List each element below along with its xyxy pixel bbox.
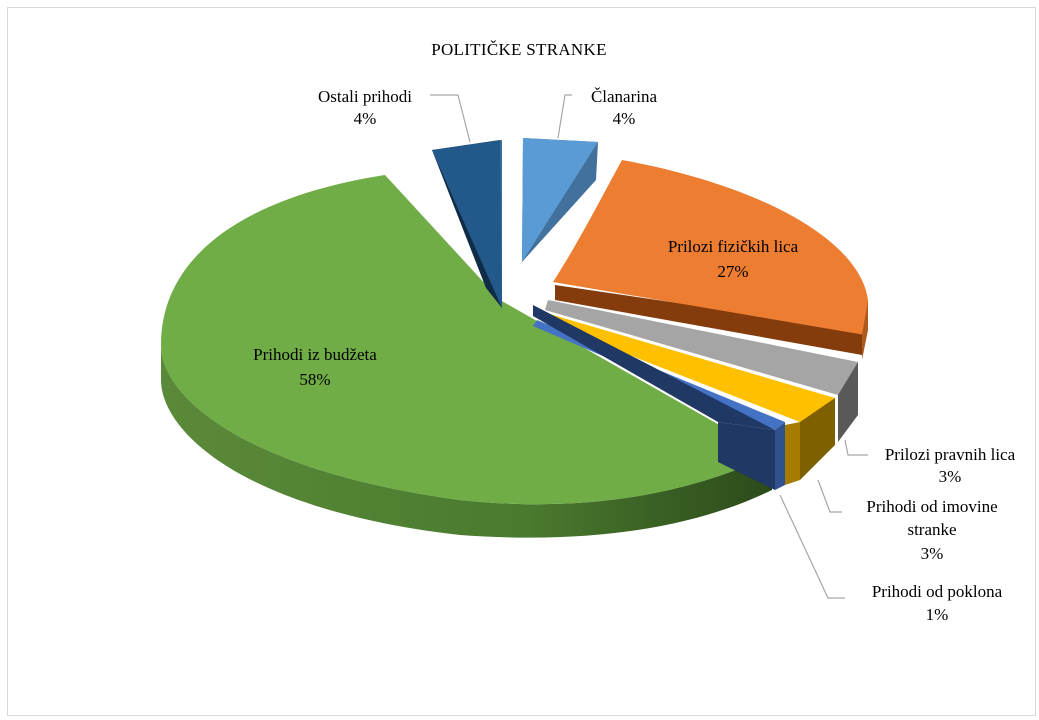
label-pravna-name: Prilozi pravnih lica	[885, 445, 1016, 464]
label-poklon: Prihodi od poklona 1%	[872, 582, 1003, 624]
label-poklon-name: Prihodi od poklona	[872, 582, 1003, 601]
label-budzet-value: 58%	[299, 370, 330, 389]
label-clanarina-value: 4%	[613, 109, 636, 128]
label-clanarina: Članarina 4%	[591, 87, 658, 128]
slice-prilozi-pravnih-lica	[545, 300, 858, 442]
label-imovina-value: 3%	[921, 544, 944, 563]
label-imovina-name-line1: Prihodi od imovine	[866, 497, 997, 516]
label-imovina-name-line2: stranke	[907, 520, 956, 539]
label-fizicka-name: Prilozi fizičkih lica	[668, 237, 799, 256]
label-fizicka-value: 27%	[717, 262, 748, 281]
slice-top	[161, 175, 772, 505]
label-ostali-name: Ostali prihodi	[318, 87, 412, 106]
label-budzet-name: Prihodi iz budžeta	[253, 345, 377, 364]
leader-line-clanarina	[557, 94, 572, 139]
chart-title: POLITIČKE STRANKE	[431, 40, 607, 59]
label-clanarina-name: Članarina	[591, 87, 658, 106]
slice-prihodi-iz-budzeta	[161, 175, 772, 538]
slice-ostali-prihodi	[432, 140, 502, 308]
label-pravna-value: 3%	[939, 467, 962, 486]
leader-line-pravna	[844, 439, 868, 456]
label-poklon-value: 1%	[926, 605, 949, 624]
leader-lines	[430, 94, 868, 599]
label-ostali-value: 4%	[354, 109, 377, 128]
leader-line-poklon	[779, 494, 845, 599]
label-fizicka: Prilozi fizičkih lica 27%	[668, 237, 799, 281]
slice-side	[161, 345, 772, 538]
label-budzet: Prihodi iz budžeta 58%	[253, 345, 377, 389]
label-imovina: Prihodi od imovine stranke 3%	[866, 497, 997, 563]
label-ostali: Ostali prihodi 4%	[318, 87, 412, 128]
slice-prihodi-od-imovine-stranke	[540, 312, 835, 485]
leader-line-ostali	[430, 94, 471, 143]
slice-prihodi-iz-budzeta-dio	[533, 305, 775, 490]
slice-prilozi-fizickih-lica	[553, 160, 868, 360]
leader-line-imovina	[817, 479, 842, 513]
label-pravna: Prilozi pravnih lica 3%	[885, 445, 1016, 486]
slice-clanarina	[522, 138, 598, 262]
